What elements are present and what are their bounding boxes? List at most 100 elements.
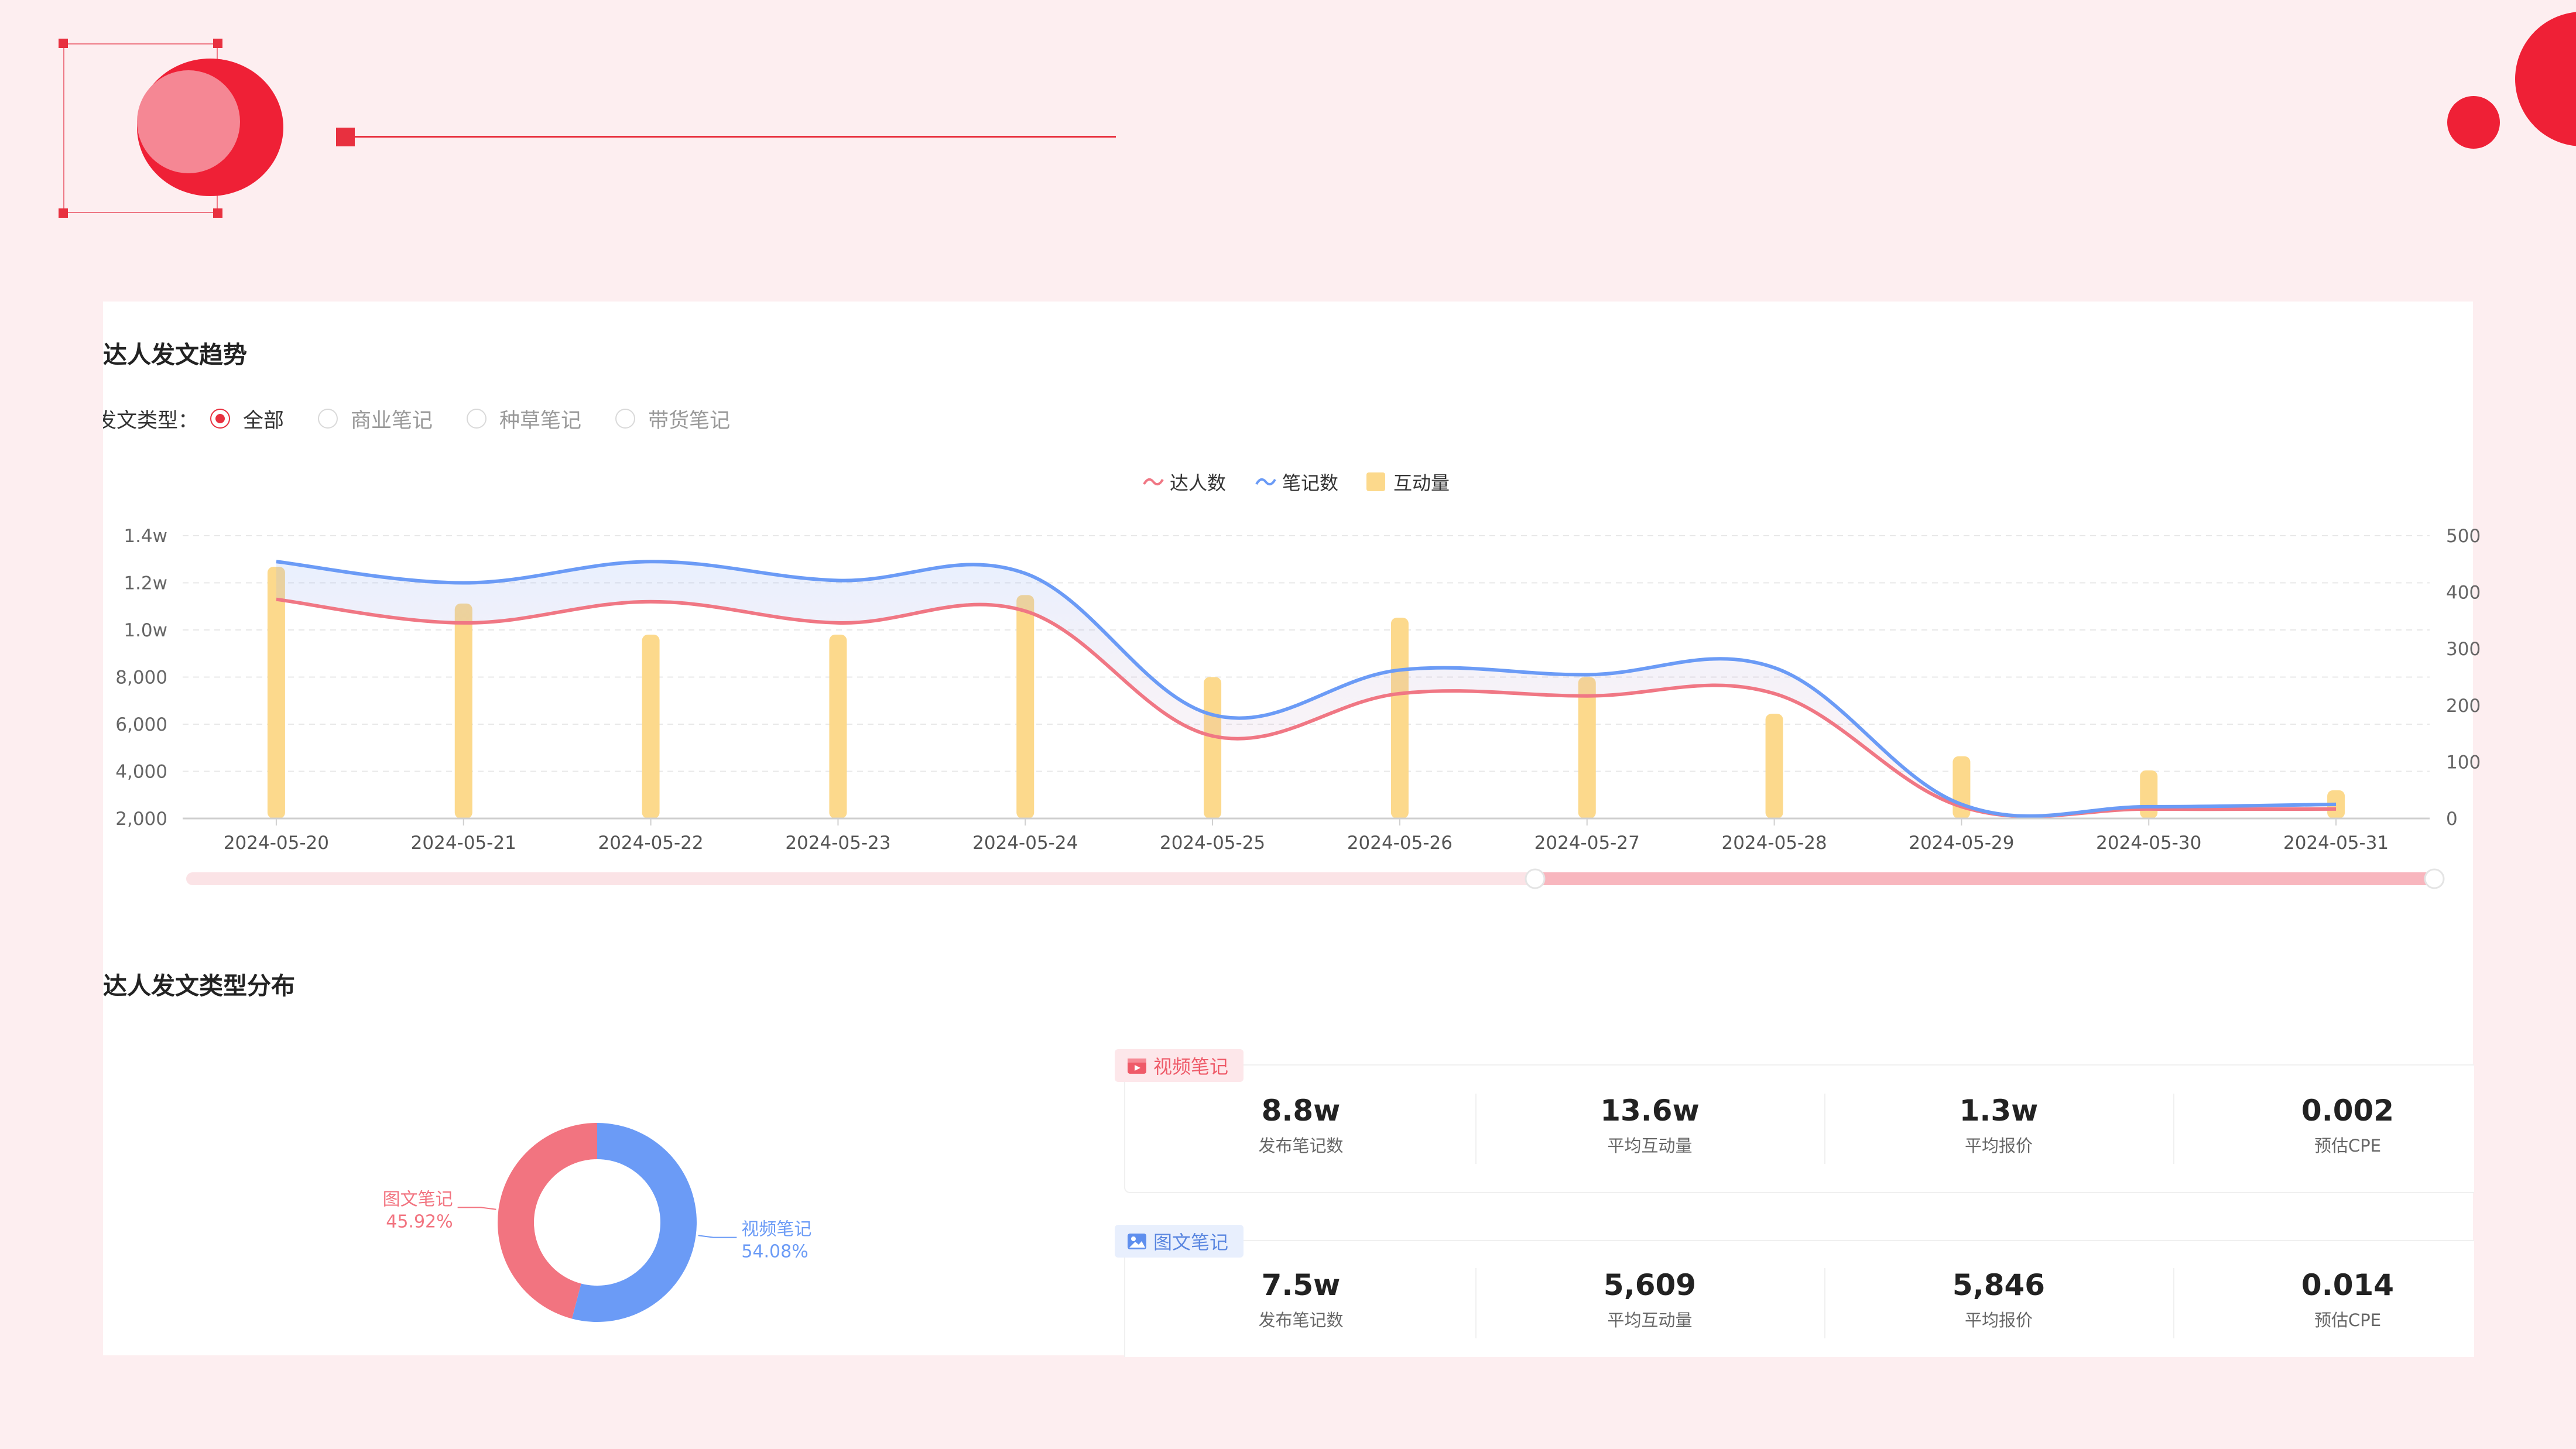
selection-handle-br bbox=[213, 208, 222, 218]
stat-value: 5,609 bbox=[1603, 1268, 1697, 1302]
zoom-handle-right[interactable] bbox=[2424, 868, 2445, 889]
y-tick-label-left: 1.4w bbox=[124, 526, 167, 547]
stat-value: 13.6w bbox=[1600, 1094, 1700, 1128]
wave-line-icon bbox=[1255, 478, 1276, 486]
x-tick-label: 2024-05-28 bbox=[1721, 833, 1827, 854]
stat-label: 发布笔记数 bbox=[1258, 1136, 1344, 1156]
x-tick-label: 2024-05-22 bbox=[598, 833, 703, 854]
stat-divider bbox=[1824, 1268, 1825, 1338]
video-notes-card bbox=[1124, 1064, 2474, 1193]
radio-seeding[interactable]: 种草笔记 bbox=[467, 404, 581, 434]
radio-commercial[interactable]: 商业笔记 bbox=[318, 404, 433, 434]
y-tick-label-left: 4,000 bbox=[115, 762, 167, 783]
donut-slice bbox=[571, 1123, 697, 1322]
y-tick-label-left: 2,000 bbox=[115, 809, 167, 830]
interaction-bar bbox=[2140, 770, 2158, 818]
square-icon bbox=[1366, 472, 1386, 491]
legend-label: 笔记数 bbox=[1282, 472, 1339, 494]
trend-title: 达人发文趋势 bbox=[103, 341, 247, 369]
radio-all[interactable]: 全部 bbox=[210, 404, 284, 434]
y-tick-label-right: 200 bbox=[2446, 696, 2481, 717]
stat-value: 0.014 bbox=[2301, 1268, 2395, 1302]
radio-circle bbox=[318, 409, 338, 429]
stat-divider bbox=[2173, 1268, 2174, 1338]
donut-leader-line bbox=[457, 1207, 496, 1210]
video-tag-label: 视频笔记 bbox=[1153, 1056, 1229, 1078]
donut-leader-line bbox=[698, 1235, 737, 1238]
stat-value: 1.3w bbox=[1959, 1094, 2039, 1128]
y-tick-label-right: 0 bbox=[2446, 809, 2458, 830]
interaction-bar bbox=[1016, 595, 1034, 818]
stat-value: 5,846 bbox=[1952, 1268, 2046, 1302]
series-band-area bbox=[276, 561, 2337, 817]
stat-value: 0.002 bbox=[2301, 1094, 2395, 1128]
legend-item-interactions[interactable]: 互动量 bbox=[1366, 468, 1450, 495]
image-stat-price: 5,846 平均报价 bbox=[1824, 1268, 2173, 1331]
stat-divider bbox=[2173, 1094, 2174, 1164]
interaction-bar bbox=[829, 635, 847, 818]
trend-chart: 2,000 4,000 6,000 8,000 1.0w 1.2w 1.4w 0 100 200 3… bbox=[115, 526, 2481, 889]
radio-label: 全部 bbox=[243, 409, 285, 433]
donut-slice-name: 图文笔记 bbox=[383, 1189, 453, 1210]
x-tick-label: 2024-05-26 bbox=[1347, 833, 1453, 854]
stat-divider bbox=[1475, 1268, 1477, 1338]
image-icon bbox=[1128, 1234, 1146, 1249]
stat-label: 平均互动量 bbox=[1607, 1310, 1693, 1330]
y-tick-label-left: 8,000 bbox=[115, 667, 167, 688]
interaction-bar bbox=[267, 567, 285, 818]
series-line-notes bbox=[276, 560, 2337, 818]
image-tag-label: 图文笔记 bbox=[1153, 1231, 1229, 1253]
stat-label: 预估CPE bbox=[2314, 1310, 2382, 1330]
radio-label: 种草笔记 bbox=[499, 409, 582, 433]
selection-handle-bl bbox=[59, 208, 68, 218]
x-tick-label: 2024-05-25 bbox=[1160, 833, 1265, 854]
y-tick-label-left: 1.0w bbox=[124, 620, 167, 641]
x-tick-label: 2024-05-21 bbox=[411, 833, 516, 854]
decor-line bbox=[355, 136, 1116, 138]
radio-circle bbox=[210, 409, 231, 429]
decor-circle-pink bbox=[137, 70, 240, 173]
radio-circle bbox=[615, 409, 636, 429]
y-tick-label-right: 400 bbox=[2446, 583, 2481, 604]
interaction-bar bbox=[1390, 618, 1409, 818]
y-tick-label-right: 300 bbox=[2446, 639, 2481, 660]
radio-label: 带货笔记 bbox=[648, 409, 731, 433]
image-notes-tag: 图文笔记 bbox=[1115, 1225, 1244, 1258]
post-type-filter: 发文类型： 全部 商业笔记 种草笔记 带货笔记 bbox=[103, 403, 864, 434]
stat-label: 平均报价 bbox=[1964, 1136, 2033, 1156]
video-stat-published: 8.8w 发布笔记数 bbox=[1126, 1094, 1475, 1157]
legend-label: 互动量 bbox=[1393, 472, 1450, 494]
image-stat-cpe: 0.014 预估CPE bbox=[2173, 1268, 2522, 1331]
y-tick-label-left: 6,000 bbox=[115, 714, 167, 735]
video-icon bbox=[1128, 1059, 1146, 1074]
stat-value: 8.8w bbox=[1261, 1094, 1341, 1128]
interaction-bar bbox=[1765, 714, 1783, 818]
interaction-bar bbox=[1204, 677, 1222, 818]
y-tick-label-left: 1.2w bbox=[124, 573, 167, 594]
video-stat-price: 1.3w 平均报价 bbox=[1824, 1094, 2173, 1157]
radio-circle bbox=[467, 409, 487, 429]
interaction-bar bbox=[454, 603, 472, 818]
video-stat-cpe: 0.002 预估CPE bbox=[2173, 1094, 2522, 1157]
decor-square bbox=[336, 128, 355, 146]
stat-label: 发布笔记数 bbox=[1258, 1310, 1344, 1330]
legend-item-talents[interactable]: 达人数 bbox=[1142, 468, 1226, 495]
x-tick-label: 2024-05-20 bbox=[224, 833, 329, 854]
stat-label: 平均报价 bbox=[1964, 1310, 2033, 1330]
legend-label: 达人数 bbox=[1170, 472, 1227, 494]
zoom-handle-left[interactable] bbox=[1525, 868, 1546, 889]
image-stat-interaction: 5,609 平均互动量 bbox=[1475, 1268, 1824, 1331]
filter-label: 发文类型： bbox=[103, 409, 199, 433]
zoom-window[interactable] bbox=[1535, 872, 2434, 885]
x-tick-label: 2024-05-24 bbox=[972, 833, 1078, 854]
legend-item-notes[interactable]: 笔记数 bbox=[1254, 468, 1338, 495]
stat-label: 平均互动量 bbox=[1607, 1136, 1693, 1156]
x-tick-label: 2024-05-29 bbox=[1909, 833, 2014, 854]
radio-label: 商业笔记 bbox=[351, 409, 433, 433]
stat-label: 预估CPE bbox=[2314, 1136, 2382, 1156]
x-tick-label: 2024-05-30 bbox=[2096, 833, 2201, 854]
radio-sales[interactable]: 带货笔记 bbox=[615, 404, 730, 434]
selection-handle-tr bbox=[213, 39, 222, 48]
stat-divider bbox=[1824, 1094, 1825, 1164]
